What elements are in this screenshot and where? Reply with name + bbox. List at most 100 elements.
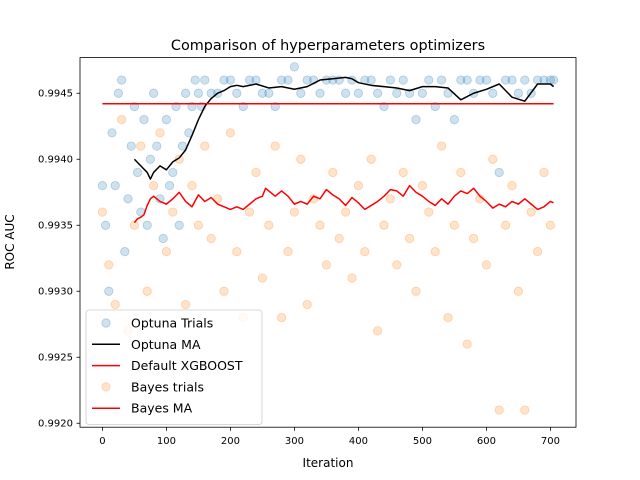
data-point: [200, 141, 210, 151]
legend: Optuna Trials Optuna MA Default XGBOOST Bay…: [85, 309, 263, 425]
legend-label: Default XGBOOST: [131, 358, 243, 373]
data-point: [443, 88, 453, 98]
legend-label: Optuna Trials: [131, 316, 213, 331]
data-point: [142, 286, 152, 296]
data-point: [161, 247, 171, 257]
data-point: [302, 299, 312, 310]
data-point: [468, 233, 479, 244]
data-point: [385, 75, 395, 85]
data-point: [206, 233, 216, 244]
data-point: [117, 75, 127, 85]
y-tick-label: 0.9935: [38, 221, 73, 232]
data-point: [398, 167, 408, 178]
data-point: [129, 220, 139, 230]
series-3-points: [97, 115, 556, 415]
data-point: [424, 207, 434, 217]
data-point: [347, 273, 357, 283]
data-point: [104, 260, 114, 270]
legend-label: Bayes trials: [131, 379, 204, 394]
data-point: [430, 247, 440, 257]
y-axis-label: ROC AUC: [3, 214, 17, 269]
data-point: [385, 194, 395, 204]
data-point: [257, 88, 267, 98]
legend-item: Bayes MA: [92, 401, 193, 416]
legend-item: Optuna Trials: [101, 316, 213, 331]
data-point: [168, 207, 178, 217]
data-point: [123, 194, 133, 204]
data-point: [398, 75, 408, 85]
data-point: [392, 88, 402, 98]
data-point: [97, 207, 108, 217]
data-point: [168, 167, 178, 178]
data-point: [411, 115, 421, 125]
data-point: [372, 326, 383, 336]
series-1-line: [133, 76, 555, 180]
data-point: [449, 115, 459, 125]
data-point: [225, 75, 235, 85]
series-4-line: [133, 184, 554, 224]
data-point: [360, 247, 370, 257]
data-point: [315, 220, 325, 230]
data-point: [340, 207, 351, 217]
data-point: [283, 75, 293, 85]
data-point: [161, 115, 171, 125]
data-point: [264, 88, 274, 98]
data-point: [500, 75, 511, 85]
data-point: [289, 207, 299, 217]
data-point: [276, 313, 287, 323]
data-point: [475, 75, 485, 85]
y-tick-label: 0.9940: [38, 155, 73, 166]
data-point: [539, 167, 549, 178]
y-tick-label: 0.9920: [38, 419, 73, 430]
data-point: [200, 75, 210, 85]
data-point: [289, 62, 299, 72]
data-point: [133, 167, 143, 178]
data-point: [193, 220, 203, 230]
legend-item: Bayes trials: [101, 379, 204, 394]
data-point: [155, 128, 165, 138]
data-point: [404, 233, 415, 244]
data-point: [245, 207, 255, 217]
data-point: [520, 75, 530, 85]
data-point: [417, 181, 427, 191]
data-point: [411, 286, 421, 296]
data-point: [152, 141, 162, 151]
x-tick-label: 100: [157, 436, 176, 447]
data-point: [481, 75, 491, 85]
data-point: [392, 260, 402, 270]
data-point: [302, 75, 312, 85]
legend-marker: [101, 382, 111, 392]
x-tick-label: 700: [541, 436, 560, 447]
data-point: [340, 88, 351, 98]
data-point: [117, 115, 127, 125]
legend-marker: [101, 318, 111, 328]
data-point: [328, 167, 338, 178]
y-tick-label: 0.9925: [38, 353, 73, 364]
data-point: [225, 128, 235, 138]
data-point: [264, 220, 274, 230]
data-point: [424, 75, 434, 85]
data-point: [206, 88, 216, 98]
data-point: [174, 154, 184, 164]
data-point: [270, 141, 280, 151]
chart-title: Comparison of hyperparameters optimizers: [171, 38, 485, 54]
data-point: [219, 75, 229, 85]
data-point: [545, 220, 556, 230]
data-point: [232, 88, 242, 98]
x-tick-label: 600: [477, 436, 496, 447]
data-point: [251, 75, 261, 85]
y-axis: 0.9920 0.9925 0.9930 0.9935 0.9940 0.9945: [38, 89, 80, 430]
data-point: [158, 233, 168, 244]
x-axis-label: Iteration: [303, 456, 354, 470]
data-point: [181, 88, 191, 98]
data-point: [507, 181, 517, 191]
data-point: [104, 286, 114, 296]
data-point: [488, 154, 498, 164]
data-point: [142, 220, 152, 230]
data-point: [296, 88, 306, 98]
data-point: [494, 405, 504, 415]
x-tick-label: 200: [221, 436, 240, 447]
data-point: [193, 88, 203, 98]
data-point: [481, 260, 491, 270]
